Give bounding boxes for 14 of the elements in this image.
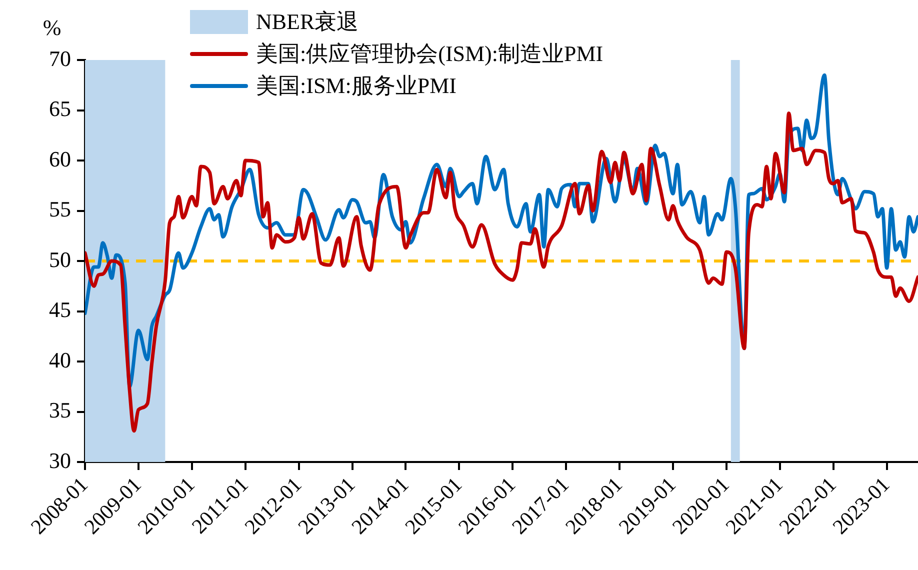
y-tick-label: 40 xyxy=(49,347,71,372)
y-tick-label: 55 xyxy=(49,196,71,222)
y-tick-label: 30 xyxy=(49,448,71,473)
y-tick-label: 65 xyxy=(49,96,71,122)
y-tick-label: 60 xyxy=(49,146,71,172)
y-tick-label: 50 xyxy=(49,246,71,272)
y-tick-label: 45 xyxy=(49,297,71,322)
y-axis-title: % xyxy=(42,14,62,40)
y-tick-label: 35 xyxy=(49,398,71,423)
line-series xyxy=(85,112,918,433)
y-tick-label: 70 xyxy=(49,46,71,71)
legend-label: NBER衰退 xyxy=(256,8,359,36)
legend-label: 美国:ISM:服务业PMI xyxy=(256,72,456,100)
legend-label: 美国:供应管理协会(ISM):制造业PMI xyxy=(256,40,604,68)
